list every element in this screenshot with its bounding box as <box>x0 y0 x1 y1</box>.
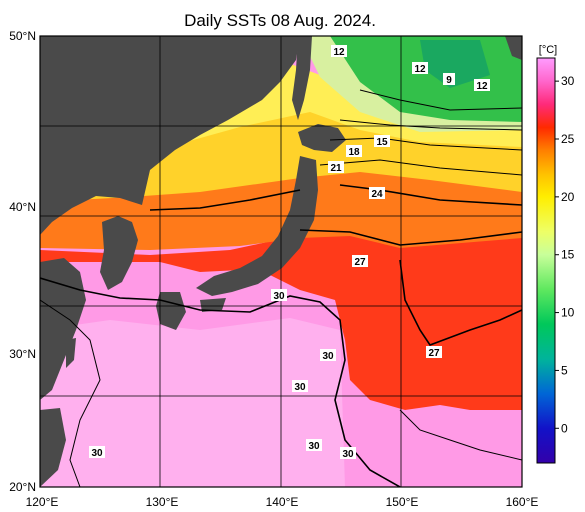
isotherm-30-coast <box>40 277 401 487</box>
map-area: 12 12 9 12 18 15 21 24 27 27 30 30 30 30… <box>40 36 522 487</box>
land-taiwan <box>66 338 76 368</box>
lon-label: 140°E <box>266 495 299 509</box>
contour-label: 30 <box>273 291 285 302</box>
land-hokkaido <box>298 124 346 152</box>
isotherm-21 <box>319 159 522 176</box>
sst-zone-9 <box>420 40 490 88</box>
contour-label: 27 <box>354 257 366 268</box>
graticule <box>40 36 522 487</box>
isotherm-30-east <box>399 409 522 461</box>
lon-label: 160°E <box>506 495 539 509</box>
colorbar-tick-label: 0 <box>561 421 568 435</box>
map-frame <box>39 35 523 488</box>
chart-title: Daily SSTs 08 Aug. 2024. <box>184 11 376 30</box>
contour-lines <box>40 89 522 487</box>
isotherm-15 <box>339 119 522 131</box>
isotherm-27 <box>149 189 522 246</box>
contour-label: 30 <box>294 382 306 393</box>
isotherm-18 <box>329 137 522 151</box>
colorbar <box>536 57 556 464</box>
contour-label: 12 <box>333 47 345 58</box>
contour-label: 15 <box>376 137 388 148</box>
contour-label: 9 <box>446 75 452 86</box>
colorbar-unit: [°C] <box>539 44 557 56</box>
contour-label: 12 <box>414 64 426 75</box>
isotherm-12 <box>359 89 522 111</box>
colorbar-tick-label: 30 <box>561 74 575 88</box>
colorbar-tick-label: 5 <box>561 363 568 377</box>
lat-label: 30°N <box>9 347 36 361</box>
land-asia <box>40 36 300 235</box>
contour-label: 30 <box>322 351 334 362</box>
colorbar-tick-label: 10 <box>561 306 575 320</box>
latitude-axis: 50°N 40°N 30°N 20°N <box>9 29 36 494</box>
lon-label: 150°E <box>386 495 419 509</box>
sst-zone-31 <box>40 318 345 487</box>
contour-labels: 12 12 9 12 18 15 21 24 27 27 30 30 30 30… <box>89 45 490 460</box>
lat-label: 50°N <box>9 29 36 43</box>
lat-label: 40°N <box>9 200 36 214</box>
isotherm-30-west <box>40 299 101 487</box>
contour-label: 27 <box>428 348 440 359</box>
colorbar-ticks: 30 25 20 15 10 5 0 <box>555 74 575 435</box>
isotherm-24 <box>339 184 522 206</box>
land-kamchatka <box>505 36 522 60</box>
colorbar-tick-label: 25 <box>561 132 575 146</box>
contour-label: 30 <box>342 449 354 460</box>
contour-label: 30 <box>91 448 103 459</box>
contour-label: 30 <box>308 441 320 452</box>
contour-label: 24 <box>371 189 383 200</box>
colorbar-tick-label: 20 <box>561 190 575 204</box>
land-sakhalin <box>292 36 312 120</box>
contour-label: 12 <box>476 81 488 92</box>
land-shikoku <box>200 298 226 312</box>
land-island <box>187 123 197 131</box>
land-korea <box>100 216 138 290</box>
land-philippines <box>40 408 66 487</box>
longitude-axis: 120°E 130°E 140°E 150°E 160°E <box>26 495 539 509</box>
contour-label: 18 <box>348 147 360 158</box>
land-honshu <box>196 156 318 296</box>
lat-label: 20°N <box>9 480 36 494</box>
colorbar-tick-label: 15 <box>561 248 575 262</box>
lon-label: 130°E <box>146 495 179 509</box>
land-china-coast <box>40 258 86 400</box>
contour-label: 21 <box>330 163 342 174</box>
isotherm-27-south <box>399 259 522 346</box>
lon-label: 120°E <box>26 495 59 509</box>
sst-zone-15 <box>300 36 522 132</box>
